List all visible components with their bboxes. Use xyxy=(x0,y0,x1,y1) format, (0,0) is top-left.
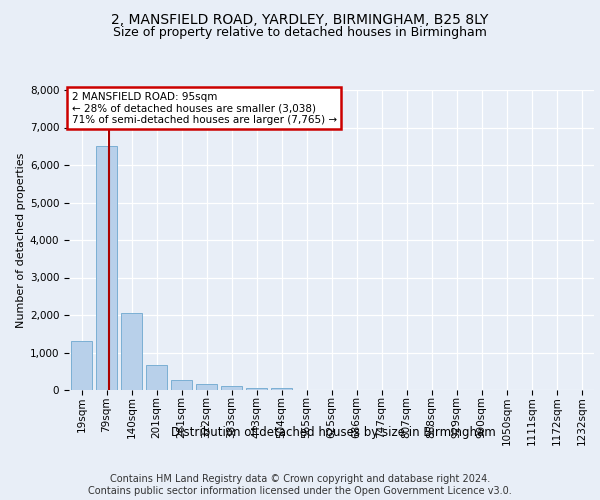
Bar xyxy=(121,313,142,390)
Text: Size of property relative to detached houses in Birmingham: Size of property relative to detached ho… xyxy=(113,26,487,39)
Text: Contains public sector information licensed under the Open Government Licence v3: Contains public sector information licen… xyxy=(88,486,512,496)
Text: Distribution of detached houses by size in Birmingham: Distribution of detached houses by size … xyxy=(170,426,496,439)
Text: 2, MANSFIELD ROAD, YARDLEY, BIRMINGHAM, B25 8LY: 2, MANSFIELD ROAD, YARDLEY, BIRMINGHAM, … xyxy=(112,12,488,26)
Bar xyxy=(221,386,242,390)
Bar xyxy=(271,388,292,390)
Bar xyxy=(196,384,217,390)
Bar xyxy=(171,380,192,390)
Text: 2 MANSFIELD ROAD: 95sqm
← 28% of detached houses are smaller (3,038)
71% of semi: 2 MANSFIELD ROAD: 95sqm ← 28% of detache… xyxy=(71,92,337,124)
Y-axis label: Number of detached properties: Number of detached properties xyxy=(16,152,26,328)
Bar xyxy=(246,388,267,390)
Bar xyxy=(146,365,167,390)
Text: Contains HM Land Registry data © Crown copyright and database right 2024.: Contains HM Land Registry data © Crown c… xyxy=(110,474,490,484)
Bar xyxy=(96,146,117,390)
Bar xyxy=(71,341,92,390)
